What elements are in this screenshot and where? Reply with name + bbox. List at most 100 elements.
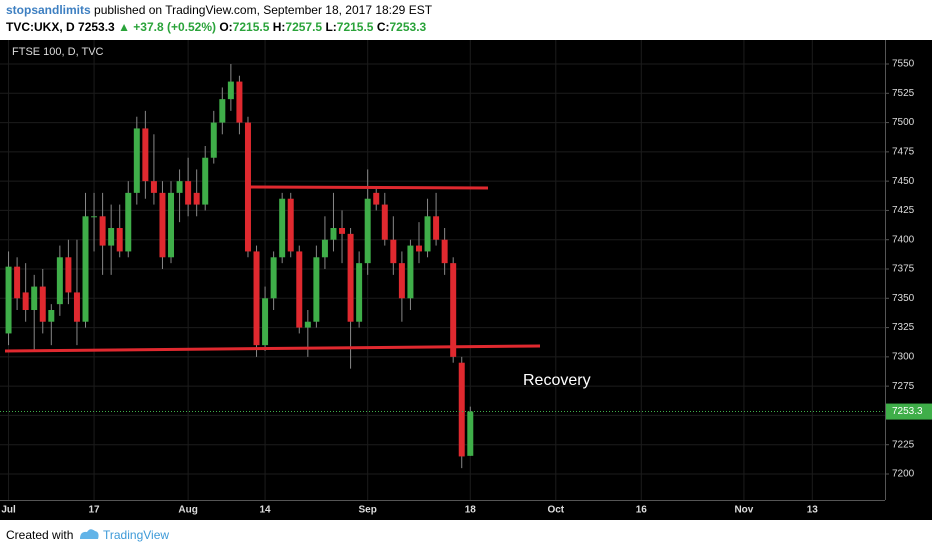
candle-body — [270, 257, 277, 299]
candle-body — [133, 128, 140, 193]
y-tick-label: 7325 — [892, 322, 915, 333]
candle-body — [415, 245, 422, 252]
annotation: Recovery — [523, 372, 591, 389]
footer: Created with TradingView — [0, 520, 932, 550]
background — [0, 40, 932, 520]
candle-body — [287, 198, 294, 252]
candle-body — [202, 157, 209, 205]
y-tick-label: 7450 — [892, 176, 915, 187]
candle-body — [450, 263, 457, 357]
x-tick-label: 16 — [636, 505, 648, 516]
created-with: Created with — [6, 528, 74, 542]
chart: 7200722572507275730073257350737574007425… — [0, 40, 932, 520]
candle-body — [373, 192, 380, 205]
price: 7253.3 — [78, 20, 115, 34]
support-line — [4, 344, 541, 353]
brand[interactable]: TradingView — [103, 528, 170, 542]
y-tick-label: 7300 — [892, 351, 915, 362]
candle-body — [82, 216, 89, 322]
publish-line: stopsandlimits published on TradingView.… — [6, 3, 432, 17]
author[interactable]: stopsandlimits — [6, 3, 91, 17]
candle-body — [14, 266, 21, 299]
candle-body — [424, 216, 431, 252]
candle-body — [22, 292, 29, 311]
c-label: C: — [376, 20, 390, 34]
candle-body — [433, 216, 440, 240]
o-label: O: — [219, 20, 233, 34]
candle-body — [398, 263, 405, 299]
h: 7257.5 — [285, 20, 323, 34]
candle-body — [219, 99, 226, 123]
x-tick-label: Aug — [178, 505, 197, 516]
candle-body — [253, 251, 260, 346]
y-tick-label: 7200 — [892, 469, 915, 480]
candle-body — [304, 321, 311, 328]
candle-body — [5, 266, 12, 334]
candle-body — [296, 251, 303, 328]
logo — [80, 529, 99, 539]
last-price-box — [886, 403, 932, 420]
y-tick-label: 7275 — [892, 381, 915, 392]
candle-body — [356, 263, 363, 322]
candle-body — [321, 239, 328, 258]
candle-body — [56, 257, 63, 305]
x-tick-label: Oct — [547, 505, 564, 516]
y-tick-label: 7225 — [892, 439, 915, 450]
o: 7215.5 — [232, 20, 270, 34]
y-tick-label: 7400 — [892, 234, 915, 245]
c: 7253.3 — [389, 20, 427, 34]
last-price-label: 7253.3 — [892, 406, 923, 417]
candle-body — [330, 228, 337, 240]
grid: 7200722572507275730073257350737574007425… — [0, 40, 915, 516]
candle-body — [407, 245, 414, 299]
candle-body — [91, 216, 98, 218]
y-tick-label: 7525 — [892, 88, 915, 99]
y-tick-label: 7425 — [892, 205, 915, 216]
x-tick-label: 13 — [807, 505, 819, 516]
l-label: L: — [325, 20, 337, 34]
candle-body — [48, 310, 55, 322]
published: published on TradingView.com, September … — [94, 3, 433, 17]
candle-body — [279, 198, 286, 258]
change: ▲ +37.8 (+0.52%) — [118, 20, 216, 34]
x-tick-label: 17 — [88, 505, 100, 516]
candle-body — [185, 181, 192, 205]
candle-body — [116, 228, 123, 252]
candle-body — [108, 228, 115, 246]
candle-body — [441, 239, 448, 264]
candle-body — [193, 192, 200, 205]
x-tick-label: Sep — [359, 505, 377, 516]
x-tick-label: 14 — [260, 505, 272, 516]
y-tick-label: 7550 — [892, 59, 915, 70]
candle-body — [168, 192, 175, 258]
candle-body — [313, 257, 320, 322]
x-tick-label: Nov — [734, 505, 753, 516]
candle-body — [262, 298, 269, 346]
x-tick-label: 18 — [465, 505, 477, 516]
candle-body — [99, 216, 106, 246]
quote-line: TVC:UKX, D 7253.3 ▲ +37.8 (+0.52%) O:721… — [6, 20, 426, 34]
l: 7215.5 — [336, 20, 374, 34]
candle-body — [73, 292, 80, 322]
candle-body — [210, 122, 217, 158]
y-tick-label: 7500 — [892, 117, 915, 128]
candle-body — [339, 228, 346, 234]
candle-body — [227, 81, 234, 100]
logo-cloud — [80, 529, 99, 539]
candle-body — [458, 362, 465, 457]
candle-body — [244, 122, 251, 252]
candle-body — [159, 192, 166, 258]
candle-body — [150, 181, 157, 193]
candle-body — [467, 411, 474, 456]
candle-body — [364, 198, 371, 264]
h-label: H: — [272, 20, 286, 34]
candle-body — [39, 286, 46, 322]
candle-body — [381, 204, 388, 240]
candle-body — [236, 81, 243, 123]
candle-body — [125, 192, 132, 252]
y-tick-label: 7475 — [892, 147, 915, 158]
candle-body — [31, 286, 38, 311]
candle-body — [142, 128, 149, 182]
x-tick-label: Jul — [1, 505, 16, 516]
